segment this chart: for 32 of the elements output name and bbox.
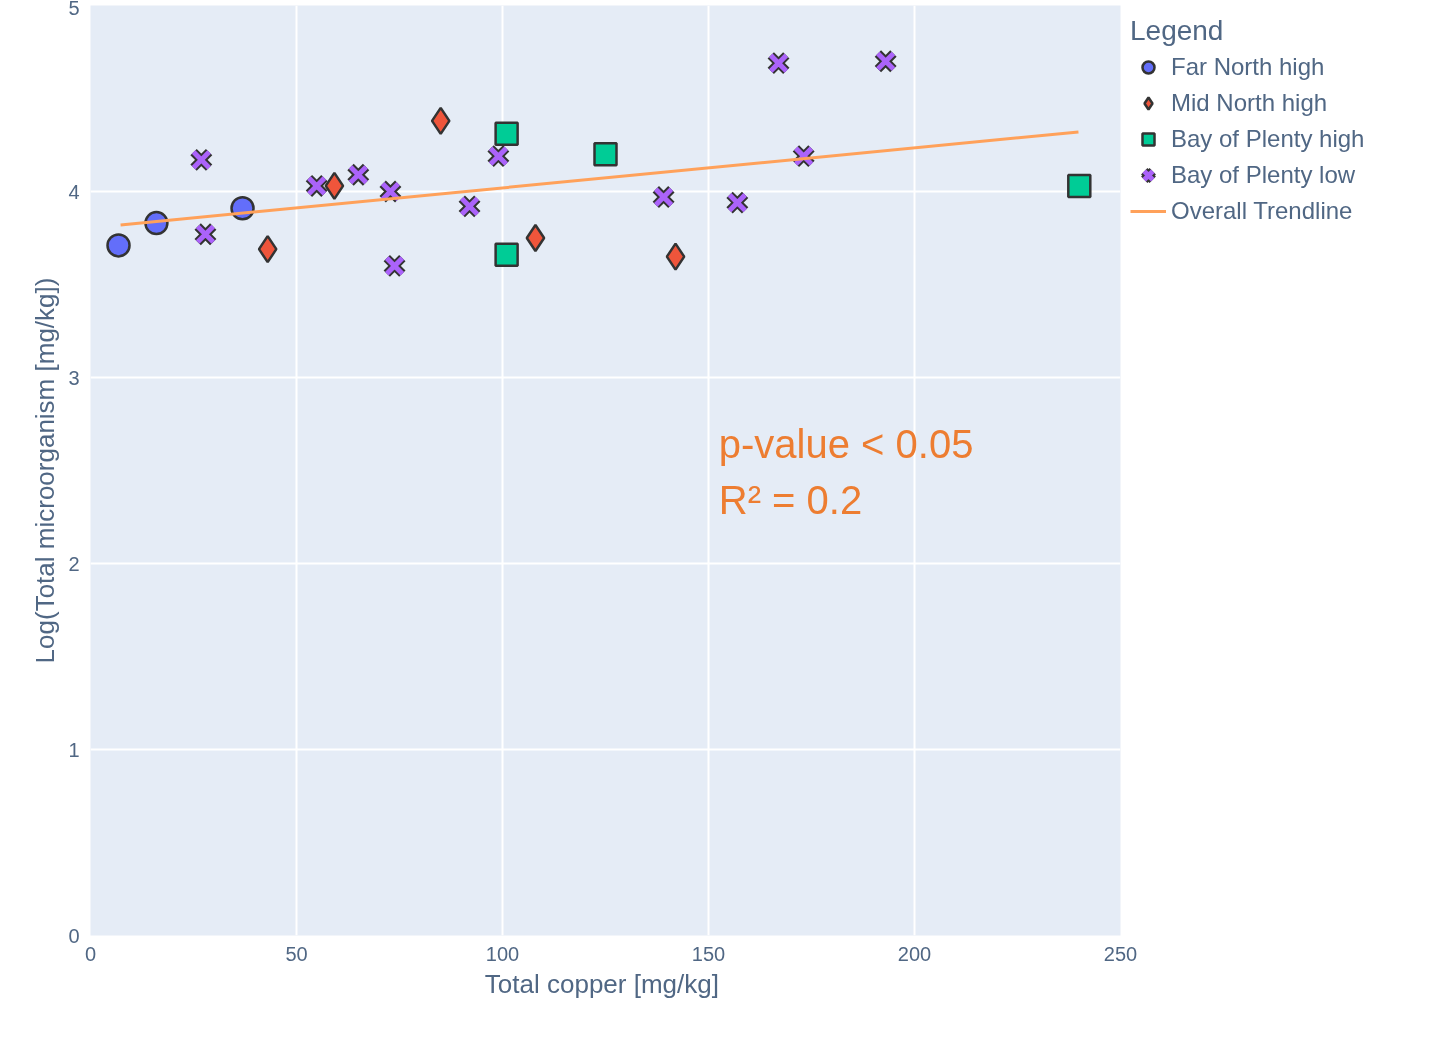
y-tick-label: 2 (68, 552, 80, 575)
y-tick-label: 4 (68, 180, 80, 203)
y-axis-title: Log(Total microorganism [mg/kg]) (30, 277, 61, 664)
x-tick-label: 200 (897, 942, 932, 965)
legend-label: Mid North high (1171, 89, 1328, 117)
point (494, 242, 519, 267)
point (257, 234, 278, 264)
legend-label: Bay of Plenty low (1171, 161, 1356, 189)
x-tick-label: 50 (285, 942, 308, 965)
legend-title: Legend (1130, 15, 1225, 47)
y-tick-label: 0 (68, 924, 80, 947)
annotation: R² = 0.2 (718, 477, 863, 522)
x-tick-label: 250 (1103, 942, 1138, 965)
point (593, 142, 618, 167)
legend-label: Overall Trendline (1171, 197, 1353, 225)
x-tick-label: 0 (84, 942, 97, 965)
y-tick-label: 5 (68, 0, 80, 19)
y-tick-label: 1 (68, 738, 80, 761)
point (324, 171, 345, 201)
x-tick-label: 150 (691, 942, 726, 965)
legend-label: Bay of Plenty high (1171, 125, 1365, 153)
x-axis-title: Total copper [mg/kg] (484, 968, 719, 999)
point (665, 242, 686, 271)
legend-label: Far North high (1171, 53, 1325, 81)
x-tick-label: 100 (485, 942, 520, 965)
point (106, 233, 131, 258)
annotation: p-value < 0.05 (718, 421, 974, 466)
point (430, 106, 451, 136)
point (525, 223, 546, 253)
point (494, 121, 519, 147)
point (1067, 173, 1092, 199)
y-tick-label: 3 (68, 366, 80, 389)
